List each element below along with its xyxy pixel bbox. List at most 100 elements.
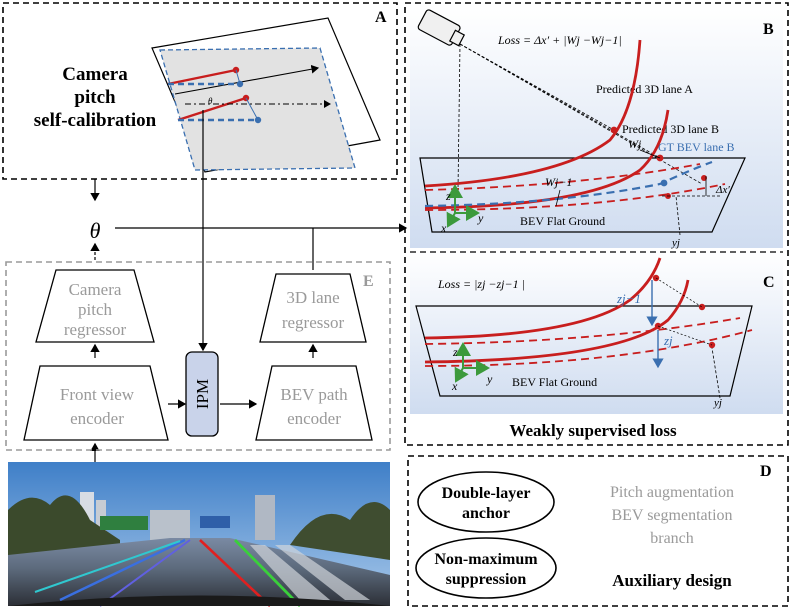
panel-e: E Camera pitch regressor 3D lane regress… (5, 261, 391, 451)
point-proj (701, 175, 707, 181)
camera-regressor-line2: pitch (78, 300, 112, 319)
weak-supervised-label: Weakly supervised loss (509, 421, 677, 440)
nms-line2: suppression (446, 571, 527, 588)
nms-ellipse (415, 537, 557, 599)
pitch-angle-label: θ (208, 96, 213, 106)
lane-a-bev (424, 163, 701, 191)
panel-b-loss: Loss = Δx′ + |Wj −Wj−1| (497, 33, 622, 47)
photo-crosswalk (250, 545, 330, 600)
ipm-block (185, 351, 219, 437)
point-c (698, 303, 706, 311)
lane-regressor (259, 273, 367, 343)
photo-crosswalk (275, 545, 370, 600)
guide-c (657, 325, 713, 346)
label-gt-b: GT BEV lane B (658, 140, 735, 154)
camera-regressor-line1: Camera (69, 280, 122, 299)
anchor-line1: Double-layer (442, 485, 531, 502)
photo-lane-blue (59, 538, 186, 602)
panel-c-letter: C (763, 274, 775, 291)
panel-d: D Double-layer anchor Non-maximum suppre… (407, 455, 789, 607)
double-layer-anchor-ellipse (417, 471, 555, 533)
lane-c2-curve (424, 279, 690, 364)
lane-c2-bev (424, 329, 753, 367)
bev-seg-line1: BEV segmentation (611, 507, 732, 524)
sight-line-vertical (457, 43, 461, 191)
ipm-label: IPM (193, 379, 212, 409)
bev-seg-line2: branch (650, 530, 694, 547)
label-dx: Δx′ (715, 184, 730, 196)
front-encoder-line1: Front view (60, 385, 135, 404)
camera-pitch-regressor (35, 269, 155, 343)
theta-symbol: θ (90, 218, 101, 243)
camera-icon (417, 9, 466, 47)
panel-d-border (407, 455, 789, 607)
projection-line (245, 97, 259, 121)
pitch-augmentation: Pitch augmentation (610, 484, 734, 501)
front-encoder-line2: encoder (70, 409, 124, 428)
panel-a-title-line3: self-calibration (34, 110, 157, 131)
gt-bev-lane-b (424, 160, 713, 208)
lane-line-lower (177, 96, 247, 122)
label-axis-z-c: z (452, 345, 458, 359)
label-zj1: zj−1 (616, 291, 641, 306)
yj-line (675, 195, 681, 236)
bev-encoder-line1: BEV path (280, 385, 348, 404)
label-yj: yj (671, 237, 680, 249)
label-ground: BEV Flat Ground (520, 214, 605, 228)
panel-e-border (5, 261, 391, 451)
photo-lane-red (199, 539, 271, 607)
panel-c-background (410, 252, 783, 414)
camera-regressor-line3: regressor (64, 320, 127, 339)
bev-encoder-line2: encoder (287, 409, 341, 428)
photo-building (150, 510, 190, 540)
anchor-line2: anchor (462, 505, 510, 522)
label-wj1: Wj−1 (545, 175, 572, 189)
panel-bc-border (404, 2, 789, 446)
panel-a-title-line1: Camera (62, 64, 128, 85)
connectors (90, 110, 408, 462)
yj-line-c (711, 347, 721, 399)
lane-regressor-line2: regressor (282, 313, 345, 332)
panel-a-title-line2: pitch (74, 87, 116, 108)
axis-x-c (454, 366, 469, 383)
photo-road-sign (100, 516, 148, 530)
photo-lane-cyan (34, 540, 181, 593)
panel-c-loss: Loss = |zj −zj−1 | (437, 277, 525, 291)
label-axis-z: z (445, 189, 451, 203)
label-axis-y: y (477, 211, 484, 225)
panel-b: B Loss = Δx′ + |Wj −Wj−1| Predicted 3D l… (404, 2, 789, 446)
width-line (555, 189, 561, 207)
label-wj: Wj (628, 137, 642, 151)
photo-trees-right (290, 502, 390, 560)
lane-regressor-line1: 3D lane (286, 288, 339, 307)
guide-c (655, 277, 703, 308)
photo-trees-left (8, 495, 120, 560)
photo-dashboard (8, 595, 390, 606)
front-view-encoder (23, 365, 169, 441)
sight-line (459, 43, 615, 131)
lane-b-curve (424, 109, 670, 210)
label-axis-x-c: x (451, 379, 458, 393)
label-zj: zj (663, 333, 673, 348)
panel-a: A Camera pitch self-calibration θ (2, 2, 398, 180)
lane-line-upper (167, 68, 237, 86)
label-pred-a: Predicted 3D lane A (596, 82, 693, 96)
point-a (610, 126, 618, 134)
label-axis-x: x (440, 221, 447, 235)
bev-path-encoder (255, 365, 373, 441)
projection-line (235, 69, 241, 85)
lane-c1-curve (424, 257, 662, 340)
ground-plane (159, 47, 356, 171)
panel-e-letter: E (363, 273, 374, 290)
point-gt (660, 179, 668, 187)
panel-b-letter: B (763, 21, 774, 38)
width-line (639, 149, 661, 159)
panel-a-border (2, 2, 398, 180)
panel-a-letter: A (375, 9, 387, 26)
label-axis-y-c: y (486, 372, 493, 386)
lane-a-curve (424, 39, 642, 188)
sight-line (459, 43, 661, 159)
nms-line1: Non-maximum (434, 551, 538, 568)
label-pred-b: Predicted 3D lane B (622, 122, 719, 136)
